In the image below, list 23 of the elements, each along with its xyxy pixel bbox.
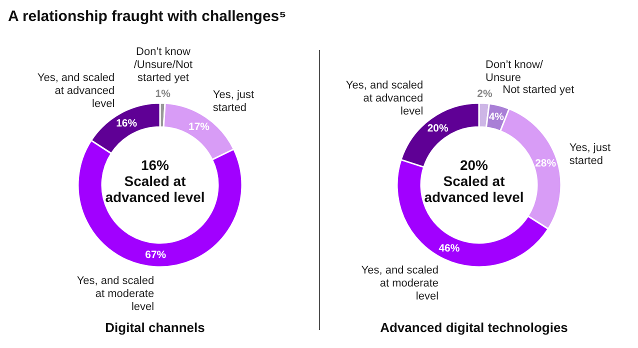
slice-label: Don’t know /Unsure/Not started yet — [134, 46, 193, 84]
text: 16% Scaled at advanced level — [105, 157, 205, 205]
data-label: 28% — [535, 157, 557, 170]
slice-label: Yes, and scaled at moderate level — [76, 274, 154, 313]
slice-label: Yes, and scaled at advanced level — [37, 72, 115, 110]
data-label: 17% — [188, 120, 210, 133]
slice-label: Yes, just started — [569, 142, 611, 168]
data-label: 1% — [155, 88, 172, 100]
data-label: 67% — [145, 248, 167, 261]
data-label: 20% — [427, 122, 450, 134]
data-label: 46% — [438, 242, 460, 254]
slice-label: Yes, and scaled at advanced level — [346, 80, 424, 118]
text: Digital channels — [104, 320, 206, 335]
text: Advanced digital technologies — [379, 320, 569, 335]
slice-label: Yes, and scaled at moderate level — [361, 264, 439, 303]
data-label: 16% — [116, 117, 138, 130]
slice-label: Not started yet — [502, 84, 574, 96]
text: 20% Scaled at advanced level — [424, 157, 524, 205]
data-label: 4% — [488, 111, 505, 124]
chart-title: A relationship fraught with challenges⁵ — [7, 7, 288, 27]
slice-label: Yes, just started — [212, 89, 254, 114]
data-label: 2% — [477, 88, 493, 100]
slice-label: Don’t know/ Unsure — [486, 59, 544, 84]
